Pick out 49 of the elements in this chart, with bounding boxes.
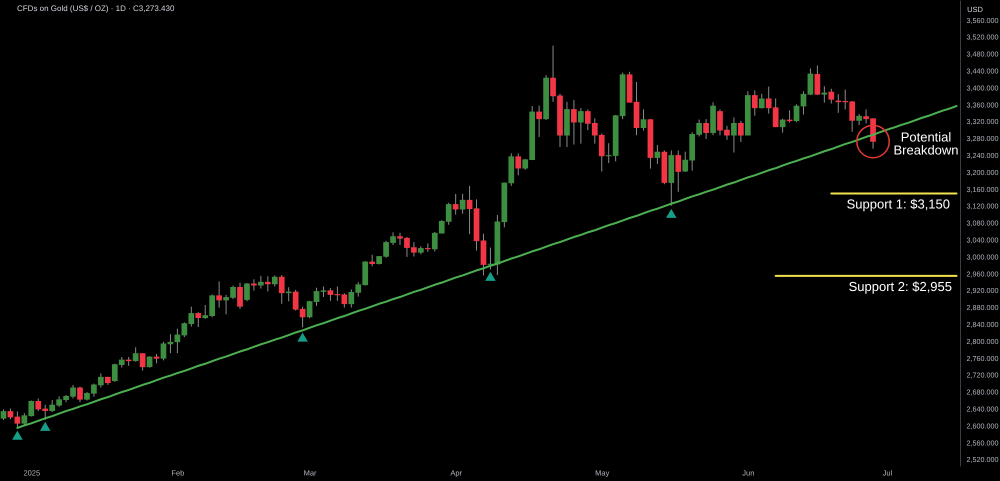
candlestick <box>758 93 765 110</box>
candlestick <box>272 274 278 287</box>
candlestick <box>856 114 862 126</box>
candlestick <box>536 105 542 138</box>
candlestick <box>675 150 682 192</box>
candlestick <box>571 100 577 145</box>
candlestick <box>640 108 646 132</box>
candlestick <box>258 275 264 290</box>
candlestick <box>780 118 786 134</box>
point <box>666 208 677 218</box>
candlestick <box>244 282 250 302</box>
candlestick <box>654 144 660 164</box>
point <box>297 332 308 342</box>
annotation: Potential Breakdown <box>893 129 959 158</box>
candlestick <box>237 282 243 310</box>
candlestick <box>278 274 285 304</box>
candlestick <box>460 193 466 214</box>
candlestick <box>752 90 758 116</box>
candlestick <box>828 88 834 104</box>
candlestick <box>251 278 257 292</box>
candlestick <box>140 352 146 372</box>
candlestick <box>452 193 458 216</box>
candlestick <box>195 312 202 328</box>
candlestick <box>132 346 138 362</box>
annotation: Support 2: $2,955 <box>848 278 952 294</box>
candlestick <box>146 356 152 368</box>
point <box>856 124 890 158</box>
candlestick <box>488 247 494 270</box>
candlestick <box>286 286 292 302</box>
candlestick <box>515 152 522 176</box>
candlestick <box>731 116 737 154</box>
point <box>485 272 496 281</box>
candlestick <box>578 108 584 144</box>
candlestick <box>216 280 222 308</box>
candlestick <box>822 86 828 104</box>
point <box>12 430 23 440</box>
candlestick <box>738 120 744 142</box>
annotation: Support 1: $3,150 <box>846 196 950 212</box>
chart-title: CFDs on Gold (US$ / OZ) · 1D · C3,273.430 <box>17 4 175 13</box>
candlestick <box>264 276 271 292</box>
candlestick <box>786 110 792 124</box>
candlestick <box>0 408 6 420</box>
point <box>40 422 50 431</box>
candlestick <box>77 386 83 403</box>
candlestick <box>369 254 376 267</box>
line-series <box>16 105 958 429</box>
candlestick <box>703 118 709 140</box>
candlestick <box>814 64 820 96</box>
candlestick <box>154 354 160 364</box>
